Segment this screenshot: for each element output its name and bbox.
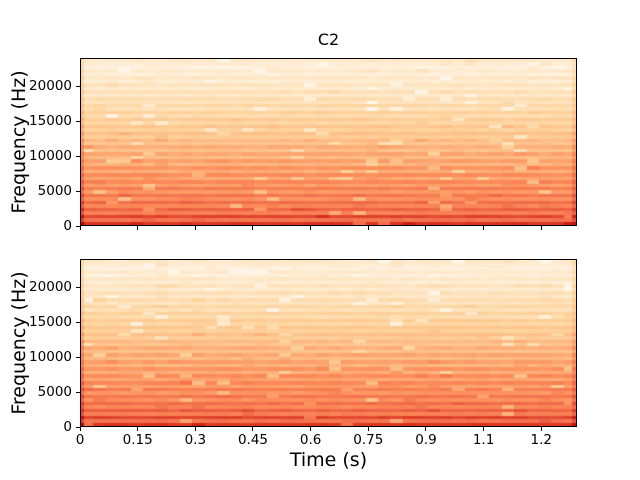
y-tick-mark	[76, 391, 80, 393]
y-tick-label: 5000	[37, 182, 72, 199]
x-tick-label: 0.9	[415, 432, 437, 448]
x-tick-label: 1.2	[530, 432, 552, 448]
y-tick-label: 20000	[29, 278, 72, 295]
y-tick-label: 5000	[37, 383, 72, 400]
spectrogram-canvas-bottom	[81, 260, 576, 426]
x-tick-mark	[194, 427, 196, 431]
y-tick-label: 15000	[29, 313, 72, 330]
y-tick-label: 15000	[29, 112, 72, 129]
y-tick-label: 10000	[29, 348, 72, 365]
x-tick-mark	[367, 427, 369, 431]
x-tick-mark	[367, 226, 369, 230]
x-tick-label: 0.15	[122, 432, 153, 448]
x-tick-mark	[483, 226, 485, 230]
x-tick-mark	[425, 226, 427, 230]
y-tick-mark	[76, 120, 80, 122]
x-tick-mark	[540, 226, 542, 230]
subplot-bottom	[80, 259, 577, 427]
x-tick-mark	[483, 427, 485, 431]
y-tick-mark	[76, 321, 80, 323]
x-tick-label: 0.45	[237, 432, 268, 448]
y-tick-mark	[76, 85, 80, 87]
x-tick-label: 0.3	[184, 432, 207, 448]
y-tick-label: 10000	[29, 147, 72, 164]
x-tick-mark	[252, 226, 254, 230]
x-tick-mark	[252, 427, 254, 431]
y-tick-mark	[76, 426, 80, 428]
x-tick-label: 0	[75, 432, 85, 448]
x-tick-label: 1.1	[472, 432, 495, 448]
x-tick-mark	[540, 427, 542, 431]
x-tick-mark	[137, 427, 139, 431]
x-axis-label: Time (s)	[289, 449, 368, 471]
y-tick-label: 0	[63, 418, 72, 435]
x-tick-mark	[79, 226, 81, 230]
y-tick-mark	[76, 225, 80, 227]
y-tick-mark	[76, 155, 80, 157]
y-tick-mark	[76, 356, 80, 358]
x-tick-mark	[310, 427, 312, 431]
x-tick-label: 0.75	[353, 432, 384, 448]
y-tick-mark	[76, 190, 80, 192]
y-tick-mark	[76, 286, 80, 288]
plot-title: C2	[317, 30, 340, 49]
x-tick-mark	[425, 427, 427, 431]
y-tick-label: 20000	[29, 77, 72, 94]
x-tick-mark	[310, 226, 312, 230]
x-tick-mark	[79, 427, 81, 431]
subplot-top	[80, 58, 577, 226]
x-tick-mark	[137, 226, 139, 230]
x-tick-mark	[194, 226, 196, 230]
x-tick-label: 0.6	[299, 432, 322, 448]
spectrogram-canvas-top	[81, 59, 576, 225]
y-tick-label: 0	[63, 217, 72, 234]
